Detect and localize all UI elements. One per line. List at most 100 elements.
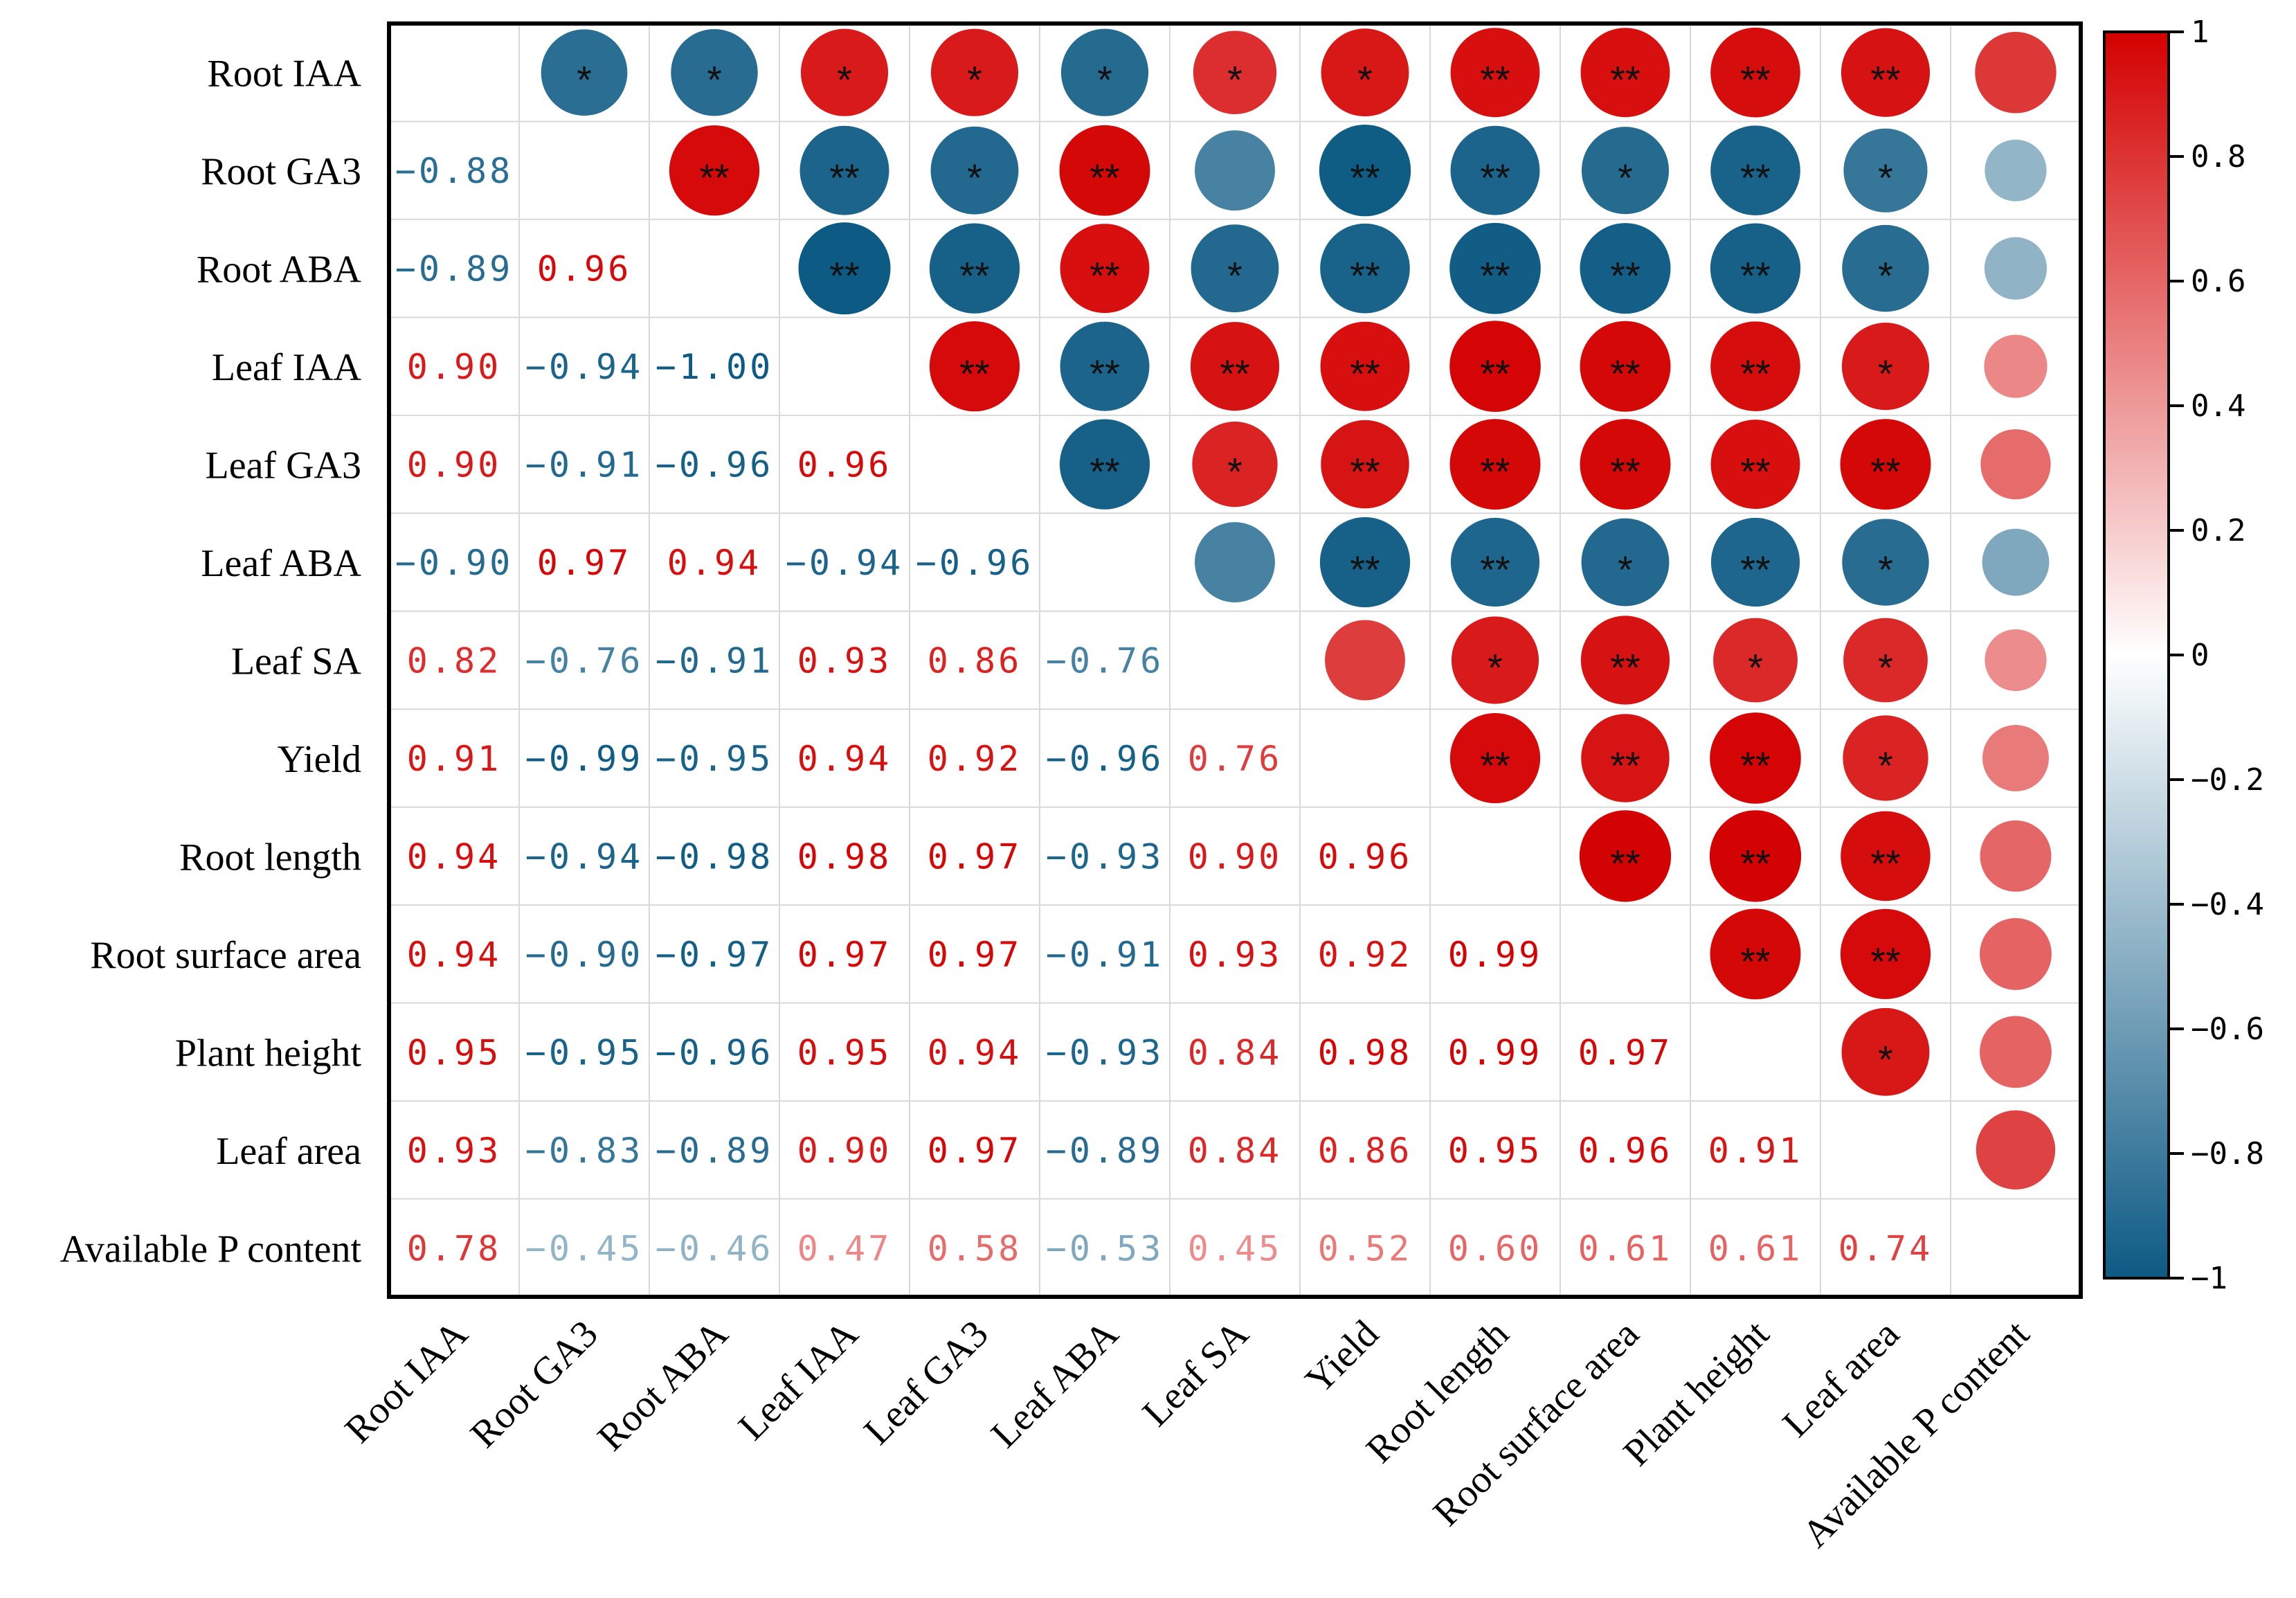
significance-mark: * <box>1878 744 1893 787</box>
corr-circle <box>669 125 760 216</box>
row-label: Root ABA <box>197 249 362 291</box>
significance-mark: ** <box>1480 352 1510 395</box>
corr-circle <box>1710 712 1801 804</box>
row-label: Root IAA <box>208 53 362 96</box>
row-label: Leaf ABA <box>201 542 361 585</box>
significance-mark: ** <box>1870 841 1901 885</box>
significance-mark: ** <box>829 156 860 199</box>
significance-mark: ** <box>1480 450 1510 494</box>
corr-circle <box>929 223 1020 314</box>
coef-label: −0.90 <box>525 935 644 975</box>
grid-lines <box>389 24 2081 1297</box>
significance-mark: ** <box>1740 450 1771 494</box>
corr-circle <box>1450 517 1540 607</box>
coef-label: −0.53 <box>1046 1228 1164 1268</box>
coef-label: −0.94 <box>525 836 644 877</box>
corr-circle <box>1320 223 1410 314</box>
coef-label: 0.61 <box>1578 1228 1672 1268</box>
corr-circle <box>1843 128 1928 213</box>
row-labels: Root IAA Root GA3 Root ABA Leaf IAA Leaf GA3… <box>60 53 362 1271</box>
corr-circle <box>1709 810 1802 902</box>
coef-label: −0.89 <box>1046 1131 1164 1171</box>
coef-label: 0.97 <box>928 935 1022 975</box>
coef-label: 0.90 <box>797 1131 892 1171</box>
significance-mark: ** <box>1350 352 1380 395</box>
coef-label: −0.94 <box>525 347 644 387</box>
row-label: Root GA3 <box>201 150 361 193</box>
significance-mark: * <box>1878 548 1893 591</box>
corr-circle <box>1982 725 2049 791</box>
significance-mark: ** <box>1610 744 1640 787</box>
coef-label: 0.96 <box>537 249 631 289</box>
corr-circle <box>1581 714 1670 802</box>
coef-label: 0.95 <box>407 1032 501 1072</box>
plot-frame <box>387 21 2083 1299</box>
significance-mark: ** <box>1610 646 1640 690</box>
coef-label: −0.93 <box>1046 836 1164 877</box>
coef-label: 0.97 <box>928 836 1022 877</box>
colorbar-tick-label: 1 <box>2191 15 2209 50</box>
column-label: Available P content <box>1794 1312 2038 1556</box>
corr-circle <box>1985 139 2047 201</box>
corr-circle <box>1319 517 1411 608</box>
significance-mark: ** <box>1350 156 1380 199</box>
corr-circle <box>1710 223 1801 314</box>
significance-mark: * <box>1878 646 1893 690</box>
significance-mark: * <box>1488 646 1503 690</box>
row-label: Yield <box>278 738 361 781</box>
coef-label: 0.94 <box>667 543 761 583</box>
significance-mark: ** <box>1870 450 1901 494</box>
coef-label: 0.97 <box>537 543 631 583</box>
coef-label: 0.86 <box>1318 1131 1412 1171</box>
corr-circle <box>1193 30 1277 114</box>
corr-circle <box>1713 618 1798 703</box>
corr-circle <box>1975 32 2057 114</box>
coef-label: 0.95 <box>797 1032 892 1072</box>
coef-label: 0.97 <box>797 935 892 975</box>
corr-circle <box>1976 1110 2056 1190</box>
significance-mark: ** <box>1090 254 1120 298</box>
corr-circle <box>1195 130 1275 211</box>
corr-circle <box>1840 419 1931 510</box>
coef-label: 0.74 <box>1838 1228 1933 1268</box>
corr-circle <box>1191 224 1279 313</box>
corr-circle <box>1190 321 1280 411</box>
coef-label: 0.93 <box>407 1131 501 1171</box>
coef-label: −0.99 <box>525 739 644 779</box>
significance-mark: ** <box>1350 548 1380 591</box>
coef-label: −0.88 <box>395 151 514 191</box>
significance-mark: * <box>707 58 722 102</box>
coef-label: −0.91 <box>1046 935 1164 975</box>
corr-circle <box>798 222 891 315</box>
colorbar-tick-label: −1 <box>2191 1261 2227 1296</box>
row-label: Available P content <box>60 1228 362 1271</box>
significance-mark: ** <box>1870 58 1901 102</box>
corr-circle <box>1320 321 1410 411</box>
row-label: Root length <box>179 836 361 879</box>
colorbar-tick-label: −0.8 <box>2191 1136 2264 1171</box>
row-label: Plant height <box>175 1032 362 1075</box>
corr-circle <box>929 321 1020 412</box>
significance-mark: ** <box>1610 254 1640 298</box>
corr-circle <box>1580 321 1671 412</box>
corr-circle <box>1581 127 1670 215</box>
colorbar-gradient <box>2103 30 2170 1280</box>
coef-label: 0.99 <box>1448 935 1542 975</box>
coef-label: 0.94 <box>928 1032 1022 1072</box>
coef-label: 0.91 <box>407 739 501 779</box>
coef-label: 0.47 <box>797 1228 892 1268</box>
significance-mark: ** <box>1610 450 1640 494</box>
coef-label: −0.96 <box>656 445 774 485</box>
significance-mark: * <box>1357 58 1373 102</box>
significance-mark: * <box>1878 156 1893 199</box>
corr-circle <box>1449 321 1541 412</box>
corr-circle <box>1580 223 1671 314</box>
significance-mark: ** <box>1610 58 1640 102</box>
colorbar: 1 0.8 0.6 0.4 0.2 0 −0.2 −0.4 −0.6 −0.8 −1 <box>2103 15 2264 1296</box>
corr-circle <box>1325 620 1405 701</box>
corr-circle <box>1982 528 2050 596</box>
coef-label: 0.92 <box>1318 935 1412 975</box>
significance-mark: * <box>967 58 982 102</box>
